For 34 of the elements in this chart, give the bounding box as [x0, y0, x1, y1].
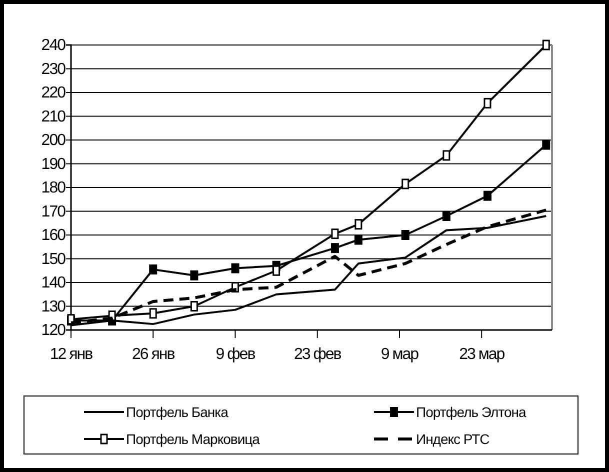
point	[442, 211, 450, 221]
y-tick-label: 220	[41, 84, 66, 102]
point	[402, 178, 410, 190]
y-tick-label: 160	[41, 227, 66, 244]
y-tick-label: 180	[41, 180, 66, 197]
point	[190, 301, 198, 312]
point	[442, 150, 450, 161]
y-tick-label: 150	[41, 250, 66, 268]
x-tick-label: 26 янв	[132, 346, 175, 363]
y-tick-label: 140	[41, 274, 66, 292]
legend-label: Портфель Элтона	[416, 404, 526, 420]
x-tick-label: 23 мар	[459, 346, 506, 363]
x-tick-label: 9 фев	[216, 346, 256, 363]
x-tick-label: 23 фев	[294, 346, 342, 363]
point	[484, 98, 492, 108]
y-tick-label: 240	[41, 37, 66, 54]
x-tick-label: 12 янв	[50, 346, 93, 363]
point	[542, 140, 550, 150]
y-tick-label: 170	[41, 203, 66, 220]
legend-label: Индекс РТС	[416, 431, 490, 447]
y-tick-label: 120	[41, 322, 66, 340]
point	[483, 190, 492, 201]
point	[149, 308, 157, 319]
legend-label: Портфель Марковица	[126, 431, 260, 447]
y-tick-label: 190	[41, 156, 66, 173]
point	[190, 270, 198, 280]
y-tick-label: 210	[41, 108, 66, 126]
point	[149, 264, 158, 274]
y-tick-label: 200	[41, 132, 66, 150]
legend-label: Портфель Банка	[126, 404, 229, 420]
x-tick-label: 9 мар	[380, 346, 420, 363]
y-tick-label: 130	[41, 298, 66, 316]
y-tick-label: 230	[41, 60, 66, 78]
point	[542, 40, 550, 50]
